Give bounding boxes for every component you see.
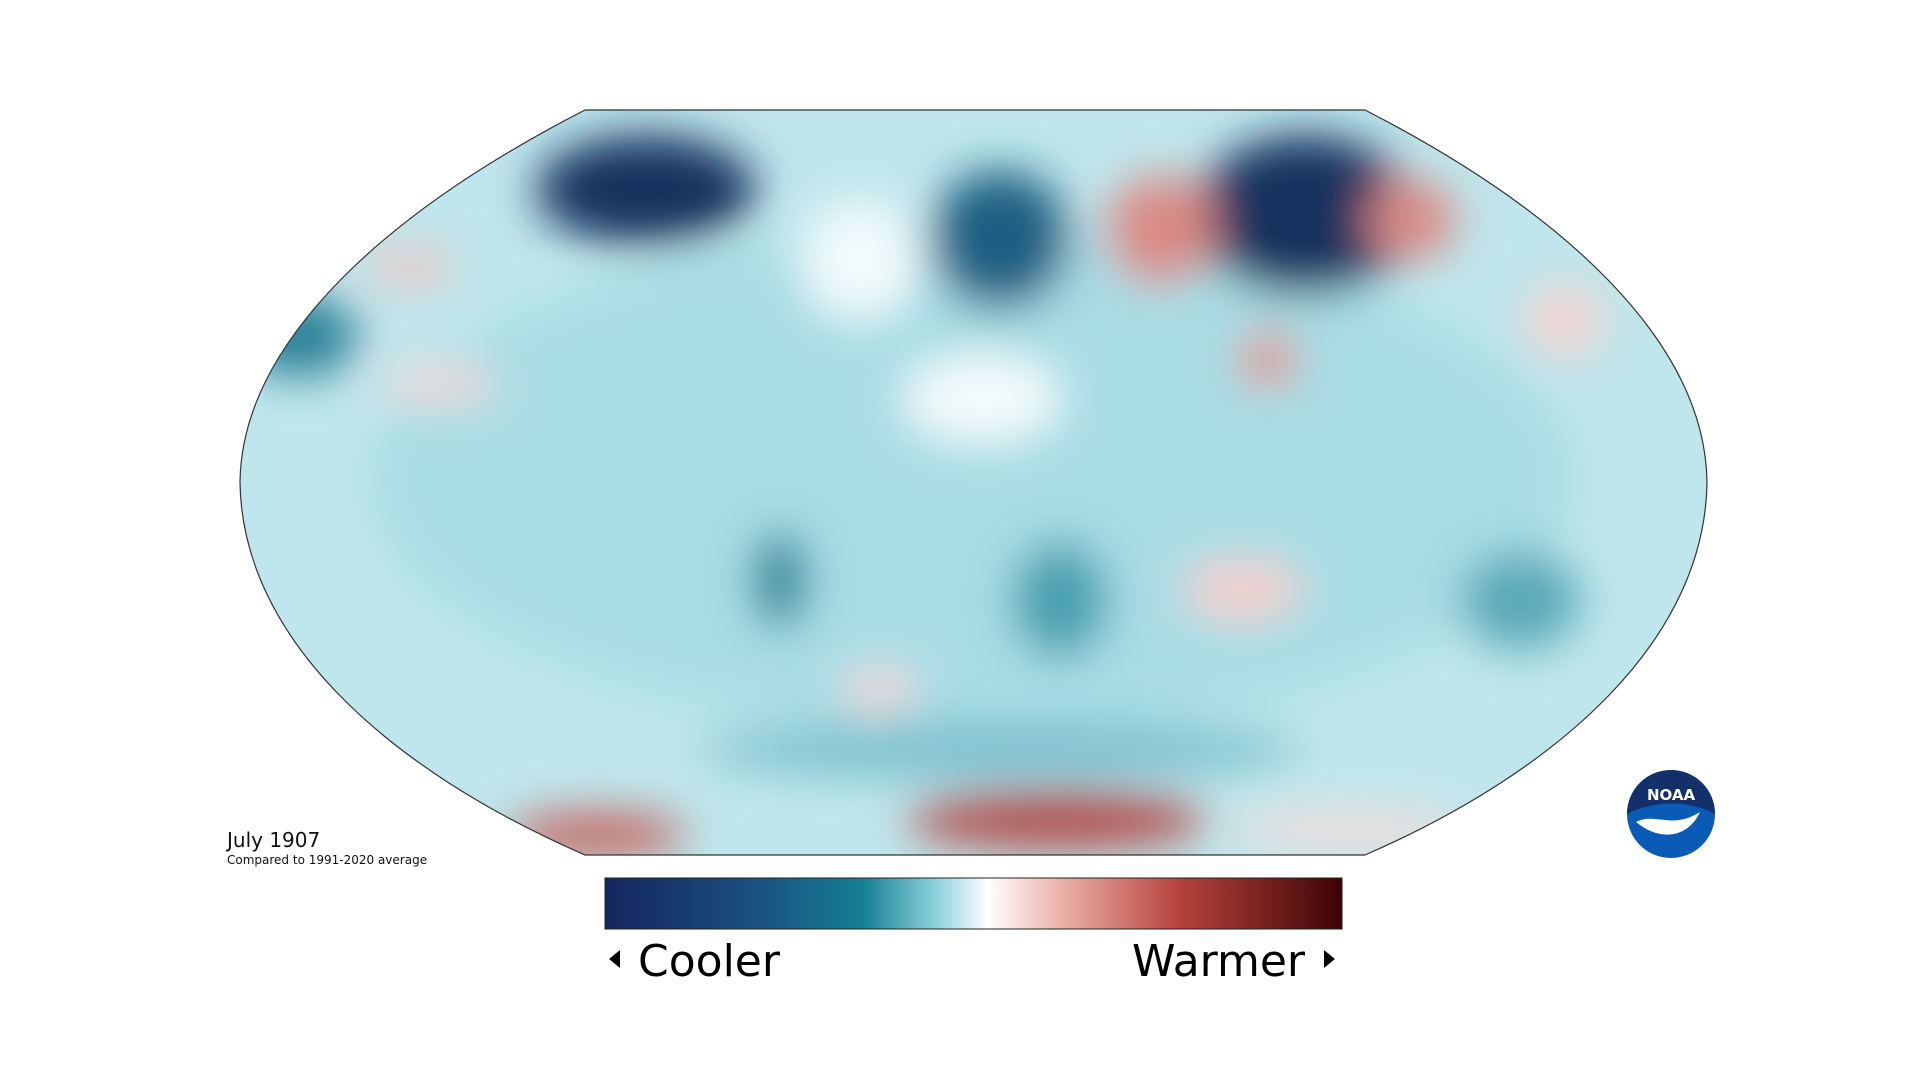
arrow-left (609, 950, 620, 968)
map-outline (239, 109, 1708, 856)
low-label: Cooler (638, 936, 781, 987)
map-title: July 1907 (225, 828, 320, 852)
high-label: Warmer (1132, 936, 1306, 987)
arrow-right (1324, 950, 1335, 968)
color-scale (604, 877, 1343, 930)
logo-text: NOAA (1647, 786, 1696, 804)
map-subtitle: Compared to 1991-2020 average (227, 853, 427, 867)
anomaly-map (240, 110, 1707, 855)
noaa-logo: NOAA (1627, 770, 1715, 858)
